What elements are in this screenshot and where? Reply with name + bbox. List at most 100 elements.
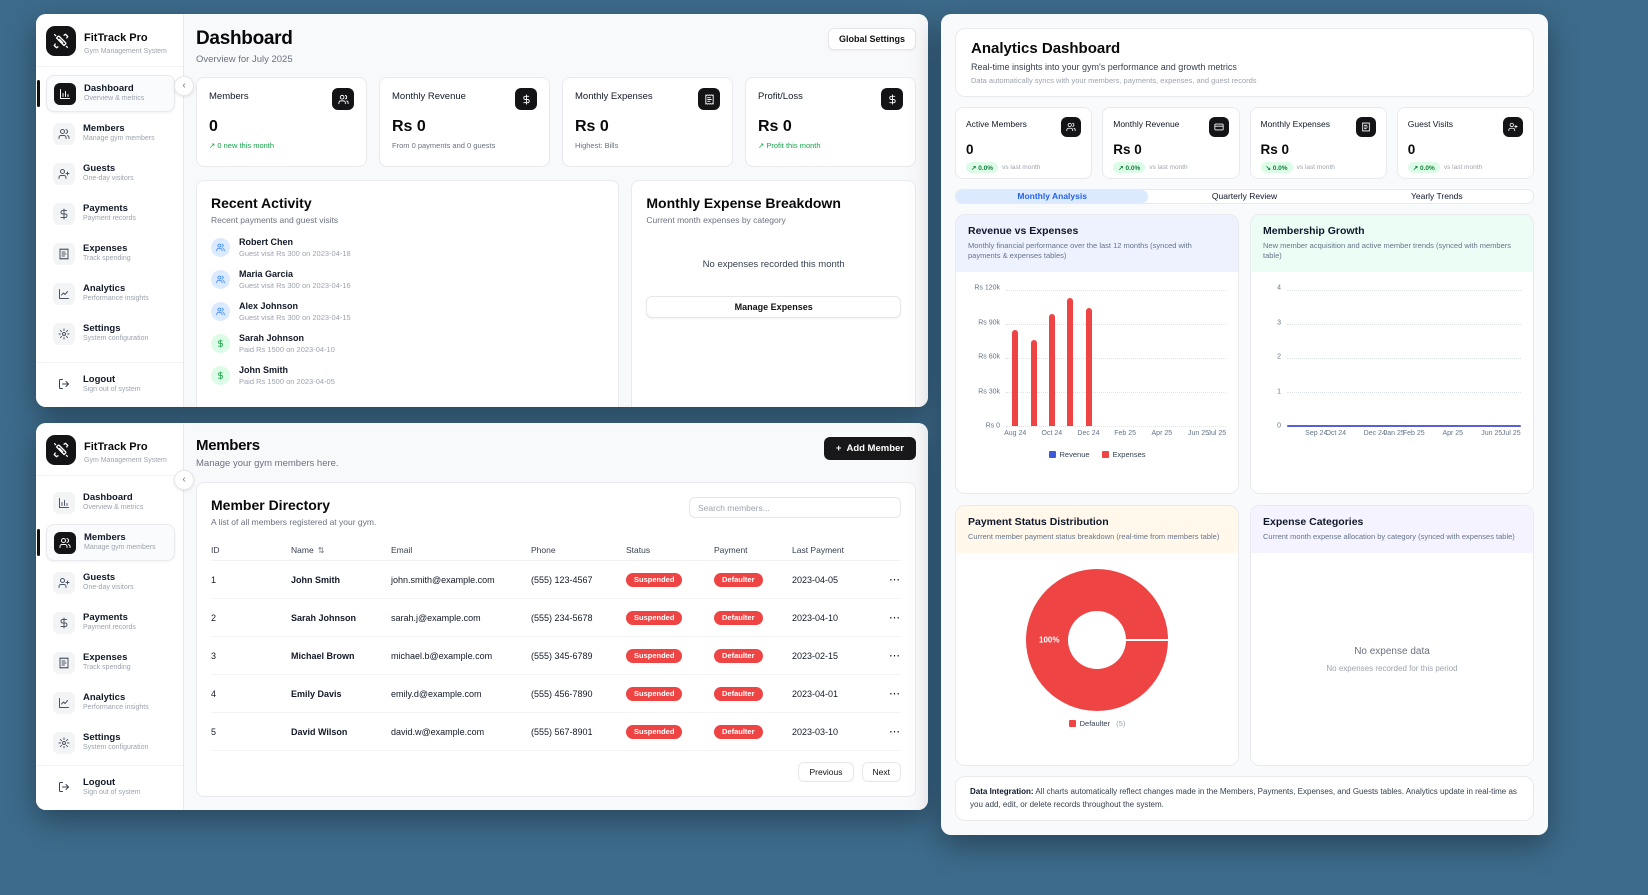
dumbbell-icon bbox=[46, 435, 76, 465]
dollar-icon bbox=[53, 202, 75, 225]
table-row[interactable]: 3 Michael Brown michael.b@example.com (5… bbox=[211, 637, 901, 675]
cell-id: 3 bbox=[211, 650, 217, 661]
receipt-icon bbox=[1355, 117, 1376, 137]
row-actions-button[interactable]: ⋯ bbox=[889, 650, 901, 662]
add-member-button[interactable]: + Add Member bbox=[823, 437, 916, 460]
stat-card-monthly-revenue: Monthly Revenue Rs 0 From 0 payments and… bbox=[379, 77, 550, 167]
chart-legend: Revenue Expenses bbox=[956, 450, 1238, 459]
app-name: FitTrack Pro bbox=[84, 31, 148, 44]
row-actions-button[interactable]: ⋯ bbox=[889, 612, 901, 624]
card-subtitle: Recent payments and guest visits bbox=[211, 215, 339, 225]
change-badge: ↘ 0.0% bbox=[1260, 162, 1293, 173]
sidebar-item-guests[interactable]: Guests One-day visitors bbox=[46, 564, 175, 601]
members-table: ID Name ⇅ Email Phone Status Payment Last… bbox=[211, 539, 901, 751]
analytics-header: Analytics Dashboard Real-time insights i… bbox=[955, 28, 1534, 97]
tab-yearly-trends[interactable]: Yearly Trends bbox=[1410, 191, 1463, 202]
sidebar-item-settings[interactable]: Settings System configuration bbox=[46, 724, 175, 761]
table-row[interactable]: 1 John Smith john.smith@example.com (555… bbox=[211, 561, 901, 599]
cell-last-payment: 2023-04-10 bbox=[792, 612, 839, 623]
sidebar-item-settings[interactable]: Settings System configuration bbox=[46, 315, 175, 352]
sidebar-item-logout[interactable]: Logout Sign out of system bbox=[36, 765, 183, 810]
stat-note: From 0 payments and 0 guests bbox=[392, 141, 496, 150]
sidebar-item-members[interactable]: Members Manage gym members bbox=[37, 524, 175, 561]
sidebar-item-expenses[interactable]: Expenses Track spending bbox=[46, 235, 175, 272]
sidebar-item-payments[interactable]: Payments Payment records bbox=[46, 604, 175, 641]
payment-badge: Defaulter bbox=[714, 686, 763, 701]
dollar-icon bbox=[53, 611, 75, 634]
activity-item: Robert Chen Guest visit Rs 300 on 2023-0… bbox=[211, 237, 604, 258]
next-page-button[interactable]: Next bbox=[861, 762, 901, 782]
sidebar-item-expenses[interactable]: Expenses Track spending bbox=[46, 644, 175, 681]
page-title: Dashboard bbox=[196, 28, 293, 49]
expense-breakdown-card: Monthly Expense Breakdown Current month … bbox=[631, 180, 916, 407]
sidebar-item-analytics[interactable]: Analytics Performance insights bbox=[46, 684, 175, 721]
empty-state-title: No expense data bbox=[1354, 645, 1430, 657]
sidebar-nav: Dashboard Overview & metrics Members Man… bbox=[36, 67, 183, 356]
tab-monthly-analysis[interactable]: Monthly Analysis bbox=[956, 190, 1149, 203]
cell-phone: (555) 456-7890 bbox=[531, 688, 593, 699]
user-plus-icon bbox=[53, 162, 75, 185]
table-row[interactable]: 2 Sarah Johnson sarah.j@example.com (555… bbox=[211, 599, 901, 637]
sidebar-item-guests[interactable]: Guests One-day visitors bbox=[46, 155, 175, 192]
empty-state-text: No expenses recorded this month bbox=[702, 259, 845, 270]
col-last-payment: Last Payment bbox=[792, 544, 844, 555]
row-actions-button[interactable]: ⋯ bbox=[889, 574, 901, 586]
cell-phone: (555) 567-8901 bbox=[531, 726, 593, 737]
user-plus-icon bbox=[53, 571, 75, 594]
sort-icon[interactable]: ⇅ bbox=[317, 545, 325, 555]
activity-list: Robert Chen Guest visit Rs 300 on 2023-0… bbox=[211, 237, 604, 386]
payment-badge: Defaulter bbox=[714, 724, 763, 739]
sidebar-item-members[interactable]: Members Manage gym members bbox=[46, 115, 175, 152]
revenue-vs-expenses-chart-card: Revenue vs Expenses Monthly financial pe… bbox=[955, 213, 1239, 495]
legend-item: Expenses bbox=[1101, 450, 1145, 459]
change-badge: ↗ 0.0% bbox=[966, 162, 999, 173]
row-actions-button[interactable]: ⋯ bbox=[889, 688, 901, 700]
previous-page-button[interactable]: Previous bbox=[798, 762, 854, 782]
table-row[interactable]: 4 Emily Davis emily.d@example.com (555) … bbox=[211, 675, 901, 713]
sidebar-item-logout[interactable]: Logout Sign out of system bbox=[36, 362, 183, 407]
receipt-icon bbox=[698, 88, 720, 110]
bar-chart-icon bbox=[54, 82, 76, 105]
donut-percentage-label: 100% bbox=[1039, 635, 1060, 645]
sidebar-item-dashboard[interactable]: Dashboard Overview & metrics bbox=[46, 484, 175, 521]
guest-visit-icon bbox=[211, 302, 230, 321]
tab-quarterly-review[interactable]: Quarterly Review bbox=[1211, 191, 1278, 202]
sidebar-item-dashboard[interactable]: Dashboard Overview & metrics bbox=[37, 75, 175, 112]
legend-item: Revenue bbox=[1048, 450, 1090, 459]
sidebar-item-analytics[interactable]: Analytics Performance insights bbox=[46, 275, 175, 312]
stat-card-monthly-expenses: Monthly Expenses Rs 0 ↘ 0.0% vs last mont… bbox=[1249, 107, 1387, 179]
table-row[interactable]: 5 David Wilson david.w@example.com (555)… bbox=[211, 713, 901, 751]
stat-card-monthly-revenue: Monthly Revenue Rs 0 ↗ 0.0% vs last month bbox=[1102, 107, 1240, 179]
cell-name: John Smith bbox=[291, 574, 340, 585]
cell-last-payment: 2023-04-01 bbox=[792, 688, 839, 699]
cell-last-payment: 2023-04-05 bbox=[792, 574, 839, 585]
dollar-icon bbox=[515, 88, 537, 110]
stat-cards: Members 0 ↗ 0 new this month Monthly Rev… bbox=[196, 77, 916, 167]
cell-phone: (555) 123-4567 bbox=[531, 574, 593, 585]
row-actions-button[interactable]: ⋯ bbox=[889, 726, 901, 738]
card-subtitle: Current month expenses by category bbox=[646, 215, 786, 225]
col-status: Status bbox=[626, 544, 651, 555]
payment-badge: Defaulter bbox=[714, 610, 763, 625]
status-badge: Suspended bbox=[626, 724, 683, 739]
expense-bar bbox=[1085, 308, 1092, 427]
sidebar-item-payments[interactable]: Payments Payment records bbox=[46, 195, 175, 232]
stat-card-active-members: Active Members 0 ↗ 0.0% vs last month bbox=[955, 107, 1093, 179]
table-body: 1 John Smith john.smith@example.com (555… bbox=[211, 561, 901, 751]
sidebar-collapse-button[interactable]: ‹ bbox=[174, 76, 194, 96]
dashboard-main: Dashboard Overview for July 2025 Global … bbox=[184, 14, 928, 407]
search-input[interactable] bbox=[689, 497, 901, 518]
members-window: FitTrack Pro Gym Management System Dashb… bbox=[36, 423, 928, 810]
global-settings-button[interactable]: Global Settings bbox=[827, 28, 916, 50]
gear-icon bbox=[53, 322, 75, 345]
sync-note: Data automatically syncs with your membe… bbox=[971, 76, 1257, 85]
plus-icon: + bbox=[835, 443, 842, 454]
cell-id: 1 bbox=[211, 574, 217, 585]
sidebar: FitTrack Pro Gym Management System Dashb… bbox=[36, 423, 184, 810]
sidebar-collapse-button[interactable]: ‹ bbox=[174, 470, 194, 490]
x-axis-labels: Sep 24 Oct 24 Dec 24 Jan 25 Feb 25 Apr 25 Jun … bbox=[1305, 430, 1521, 438]
activity-item: Maria Garcia Guest visit Rs 300 on 2023-… bbox=[211, 269, 604, 290]
table-header: ID Name ⇅ Email Phone Status Payment Last… bbox=[211, 539, 901, 561]
manage-expenses-button[interactable]: Manage Expenses bbox=[646, 296, 901, 318]
